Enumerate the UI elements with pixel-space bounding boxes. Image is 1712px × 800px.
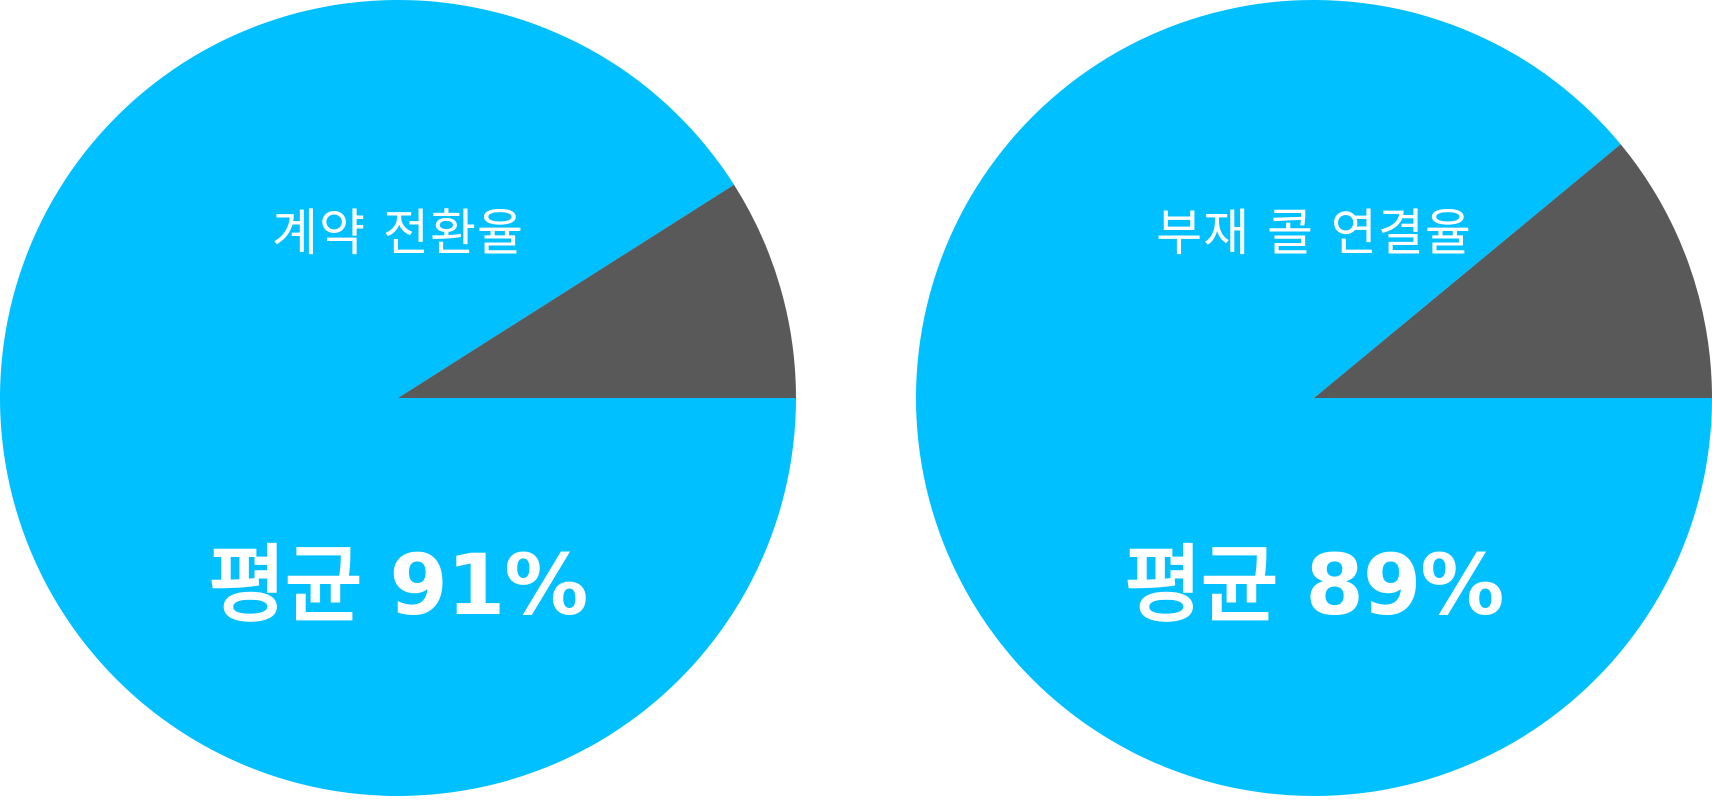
pie-2-slice-remainder [1314,144,1712,398]
pie-1-title: 계약 전환율 [272,204,524,262]
pie-1-slice-main [0,0,796,796]
pie-2-slice-main [916,0,1712,796]
pie-1-value-label: 평균 91% [208,536,589,634]
pie-2-value-label: 평균 89% [1124,536,1505,634]
pie-2-title: 부재 콜 연결율 [1156,204,1472,262]
pie-1-slice-remainder [398,184,796,398]
